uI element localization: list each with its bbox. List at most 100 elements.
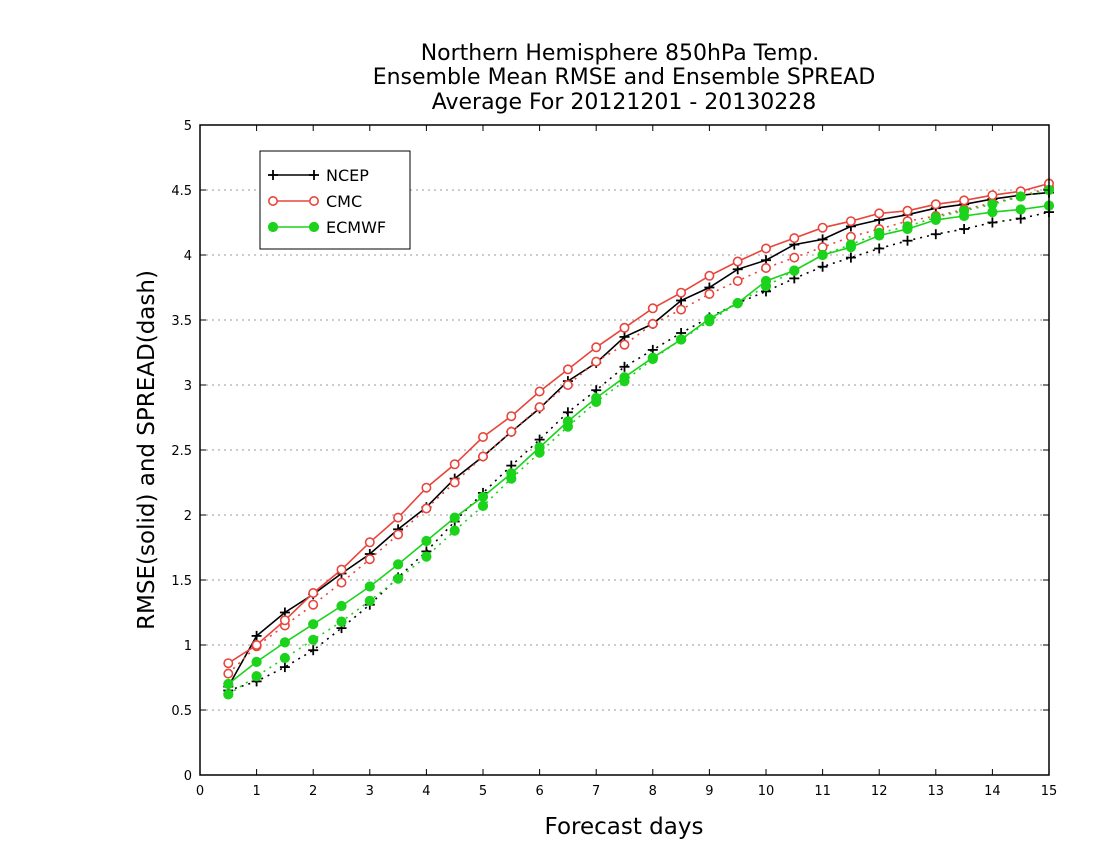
cmc-spread-point	[393, 529, 404, 540]
cmc-rmse-point	[421, 482, 432, 493]
y-tick-label: 0.5	[171, 704, 192, 719]
cmc-rmse-point	[562, 364, 573, 375]
ecmwf-rmse-point	[930, 214, 941, 225]
cmc-spread-point	[647, 318, 658, 329]
ecmwf-rmse-point	[364, 581, 375, 592]
ecmwf-rmse-point	[506, 468, 517, 479]
legend-marker-cmc	[308, 196, 319, 207]
y-tick-label: 4.5	[171, 184, 192, 199]
ecmwf-spread-point	[308, 634, 319, 645]
y-axis-label: RMSE(solid) and SPREAD(dash)	[134, 270, 160, 630]
ecmwf-rmse-point	[902, 223, 913, 235]
ncep-rmse-line	[227, 191, 1050, 687]
ecmwf-spread-point	[364, 595, 375, 606]
x-tick-label: 3	[366, 784, 374, 799]
x-tick-label: 14	[984, 784, 1001, 799]
chart-title-line-1: Northern Hemisphere 850hPa Temp.	[421, 41, 820, 66]
cmc-spread-point	[421, 503, 432, 514]
cmc-rmse-point	[760, 243, 771, 254]
ecmwf-rmse-point	[393, 559, 404, 570]
ecmwf-spread-point	[1015, 191, 1026, 202]
cmc-spread-point	[336, 577, 347, 588]
ncep-spread-point	[902, 235, 913, 246]
ecmwf-spread-point	[477, 500, 489, 511]
cmc-spread-point	[562, 379, 573, 390]
x-tick-label: 13	[928, 784, 945, 799]
ncep-spread-point	[987, 217, 998, 228]
ncep-spread-line	[228, 211, 1050, 692]
ecmwf-spread-point	[393, 573, 404, 584]
ecmwf-rmse-point	[591, 392, 602, 404]
cmc-rmse-point	[930, 199, 941, 210]
cmc-rmse-point	[506, 411, 517, 422]
ecmwf-rmse-point	[959, 210, 970, 222]
grid	[200, 189, 1049, 711]
ncep-spread-point	[279, 662, 290, 673]
cmc-rmse-point	[449, 459, 460, 470]
ecmwf-spread-point	[421, 551, 432, 562]
cmc-rmse-point	[223, 658, 234, 669]
cmc-rmse-point	[789, 233, 800, 244]
ecmwf-rmse-point	[676, 334, 687, 345]
ecmwf-rmse-point	[817, 249, 828, 261]
ncep-spread-point	[308, 645, 319, 656]
ecmwf-rmse-point	[789, 265, 800, 276]
ecmwf-rmse-point	[874, 230, 885, 241]
x-tick-label: 9	[705, 784, 713, 799]
x-tick-label: 5	[479, 784, 487, 799]
ecmwf-rmse-point	[251, 656, 262, 668]
ecmwf-rmse-point	[647, 352, 658, 363]
cmc-rmse-point	[959, 195, 970, 206]
ecmwf-rmse-point	[1015, 204, 1026, 215]
cmc-spread-line	[227, 186, 1050, 675]
ecmwf-rmse-point	[449, 512, 460, 523]
legend-marker-ecmwf	[267, 221, 279, 233]
ncep-spread-point	[959, 224, 970, 234]
ecmwf-spread-point	[251, 671, 262, 682]
legend-marker-ncep	[268, 170, 278, 180]
cmc-rmse-point	[591, 342, 602, 353]
x-tick-label: 7	[592, 784, 600, 799]
cmc-spread-point	[591, 356, 602, 367]
cmc-spread-point	[534, 402, 545, 413]
cmc-rmse-point	[647, 303, 658, 314]
ecmwf-rmse-point	[421, 535, 432, 547]
ecmwf-rmse-point	[732, 298, 743, 309]
ncep-spread-point	[1015, 213, 1026, 224]
chart-title: Northern Hemisphere 850hPa Temp. Ensembl…	[373, 41, 876, 115]
ncep-spread-point	[562, 407, 573, 418]
cmc-spread-point	[676, 304, 687, 315]
ecmwf-rmse-point	[704, 313, 715, 324]
ecmwf-rmse-point	[562, 416, 574, 427]
cmc-rmse-point	[874, 208, 885, 219]
ecmwf-rmse-point	[477, 491, 489, 502]
ecmwf-rmse-point	[223, 678, 234, 690]
x-tick-label: 8	[649, 784, 657, 799]
cmc-rmse-point	[534, 386, 545, 397]
x-tick-label: 2	[309, 784, 317, 799]
ecmwf-spread-point	[336, 616, 347, 627]
cmc-spread-point	[506, 426, 517, 437]
cmc-rmse-point	[308, 587, 319, 598]
ecmwf-rmse-point	[534, 442, 545, 453]
cmc-spread-point	[223, 668, 234, 679]
cmc-rmse-point	[817, 222, 828, 233]
legend-marker-cmc	[267, 196, 278, 207]
ecmwf-spread-point	[279, 652, 290, 664]
chart-title-line-3: Average For 20121201 - 20130228	[432, 90, 817, 115]
cmc-rmse-point	[364, 537, 375, 548]
y-tick-label: 1	[184, 639, 192, 654]
cmc-spread-point	[364, 554, 375, 565]
x-tick-label: 4	[422, 784, 430, 799]
cmc-spread-point	[477, 451, 488, 462]
ecmwf-rmse-point	[279, 637, 290, 648]
x-tick-label: 15	[1041, 784, 1058, 799]
x-tick-label: 0	[196, 784, 204, 799]
y-tick-label: 3	[184, 379, 192, 394]
cmc-rmse-point	[393, 512, 404, 523]
ncep-rmse-point	[251, 630, 262, 641]
series	[223, 178, 1055, 700]
legend-label-ecmwf: ECMWF	[326, 218, 386, 237]
cmc-rmse-point	[676, 287, 687, 298]
